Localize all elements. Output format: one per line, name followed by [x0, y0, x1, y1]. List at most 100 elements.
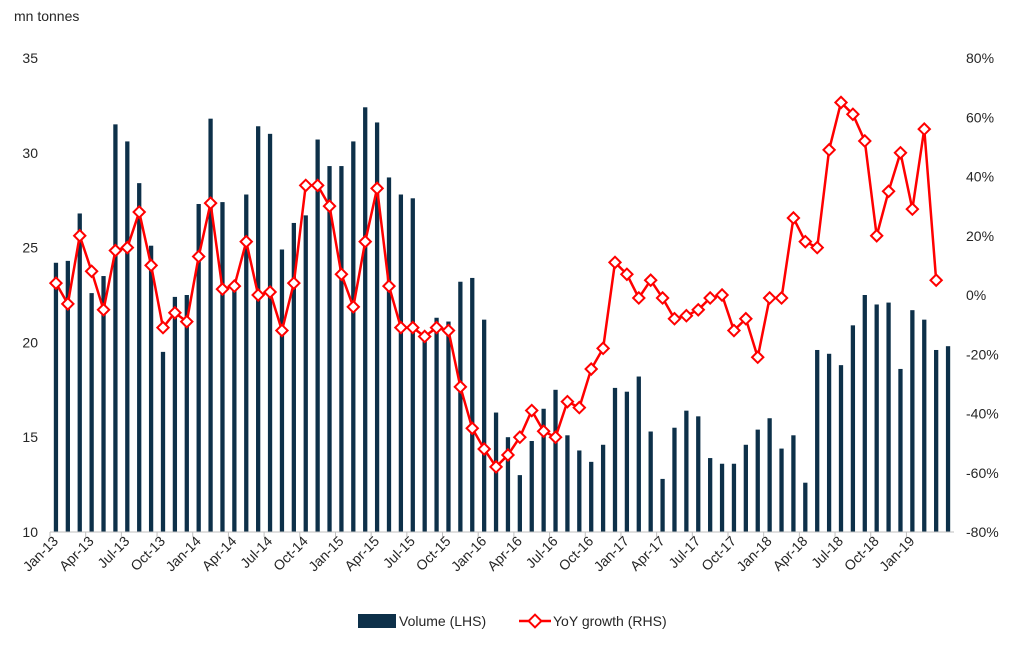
- growth-point: [917, 122, 932, 137]
- volume-bar: [708, 458, 713, 532]
- growth-point: [274, 323, 290, 338]
- volume-bar: [184, 295, 189, 532]
- volume-bar: [363, 107, 368, 533]
- growth-point: [251, 287, 266, 303]
- growth-point: [108, 243, 123, 258]
- growth-point: [691, 302, 706, 317]
- volume-bar: [803, 482, 808, 532]
- growth-point: [179, 314, 194, 329]
- growth-point: [786, 210, 801, 226]
- growth-point: [298, 178, 313, 193]
- growth-point: [500, 447, 516, 463]
- growth-point: [750, 350, 765, 365]
- growth-point: [155, 320, 171, 335]
- x-tick-label: Oct-16: [555, 533, 596, 574]
- right-y-tick-label: 0%: [966, 287, 986, 303]
- x-tick-label: Jan-18: [733, 533, 775, 575]
- growth-point: [429, 320, 444, 335]
- volume-bar: [374, 122, 380, 533]
- growth-point: [60, 296, 75, 311]
- growth-point: [572, 400, 587, 415]
- volume-bar: [160, 351, 166, 532]
- volume-bar: [898, 368, 903, 532]
- growth-point: [536, 424, 551, 439]
- growth-point: [96, 302, 111, 317]
- x-tick-label: Apr-16: [484, 533, 525, 574]
- x-tick-label: Oct-18: [841, 533, 882, 574]
- volume-bar: [482, 319, 487, 532]
- volume-bar: [529, 440, 534, 532]
- volume-bar: [517, 475, 522, 532]
- x-tick-label: Apr-18: [769, 533, 810, 574]
- volume-bar: [470, 277, 475, 532]
- growth-point: [417, 329, 432, 344]
- volume-bar: [113, 124, 118, 533]
- x-tick-label: Oct-15: [413, 533, 454, 574]
- volume-bar: [922, 319, 927, 532]
- growth-point: [477, 441, 492, 457]
- volume-bar: [731, 463, 737, 532]
- volume-bar: [505, 437, 511, 532]
- volume-bar: [648, 431, 653, 532]
- growth-point: [286, 276, 301, 291]
- x-tick-label: Jan-14: [162, 533, 204, 575]
- left-y-tick-label: 15: [22, 429, 38, 445]
- x-tick-label: Jul-15: [380, 533, 418, 571]
- x-tick-label: Jan-16: [448, 533, 490, 575]
- x-tick-label: Jan-17: [590, 533, 632, 575]
- growth-point: [560, 394, 575, 409]
- growth-point: [584, 361, 599, 377]
- left-axis-unit-label: mn tonnes: [14, 8, 79, 24]
- right-y-axis: -80% -60% -40% -20% 0% 20% 40% 60% 80%: [966, 50, 999, 540]
- volume-bar: [303, 215, 308, 532]
- volume-bar: [791, 435, 796, 532]
- growth-point: [72, 228, 87, 243]
- volume-bar: [65, 260, 70, 532]
- growth-point: [512, 430, 527, 445]
- volume-bar: [553, 389, 558, 532]
- volume-bar: [208, 118, 213, 533]
- growth-point: [548, 430, 563, 445]
- growth-line: [48, 95, 944, 474]
- volume-bar: [755, 429, 760, 532]
- volume-bar: [148, 245, 154, 532]
- legend-swatch-growth-marker: [527, 613, 543, 629]
- volume-bar: [886, 302, 891, 532]
- x-tick-label: Oct-13: [127, 533, 168, 574]
- legend-swatch-volume: [358, 614, 396, 628]
- volume-bar: [589, 461, 594, 532]
- x-tick-label: Apr-17: [627, 533, 668, 574]
- left-y-tick-label: 25: [22, 240, 38, 256]
- volume-bar: [945, 346, 951, 532]
- growth-point: [596, 341, 611, 356]
- growth-point: [774, 290, 789, 306]
- growth-point: [215, 282, 230, 297]
- growth-point: [643, 273, 658, 288]
- x-tick-label: Apr-13: [56, 533, 97, 574]
- volume-bar: [934, 349, 939, 532]
- growth-point: [322, 199, 337, 214]
- growth-point: [631, 290, 646, 306]
- growth-point: [381, 279, 397, 294]
- volume-bar: [767, 418, 772, 532]
- growth-point: [810, 240, 825, 255]
- volume-bar: [850, 325, 856, 532]
- legend-label-volume: Volume (LHS): [399, 613, 486, 629]
- growth-point: [822, 142, 837, 157]
- volume-bar: [232, 283, 237, 532]
- left-y-tick-label: 10: [22, 524, 38, 540]
- growth-point: [905, 202, 920, 217]
- volume-bar: [719, 463, 725, 532]
- x-axis-ticks: Jan-13Apr-13Jul-13Oct-13Jan-14Apr-14Jul-…: [20, 532, 918, 574]
- growth-point: [132, 204, 147, 220]
- growth-point: [453, 379, 468, 394]
- growth-point: [48, 276, 64, 291]
- volume-bar: [125, 141, 130, 533]
- volume-bar: [291, 222, 296, 532]
- volume-bar: [743, 444, 748, 532]
- growth-point: [191, 249, 206, 264]
- volume-bar: [89, 293, 94, 532]
- volume-bar: [612, 387, 618, 532]
- x-tick-label: Jan-15: [305, 533, 347, 575]
